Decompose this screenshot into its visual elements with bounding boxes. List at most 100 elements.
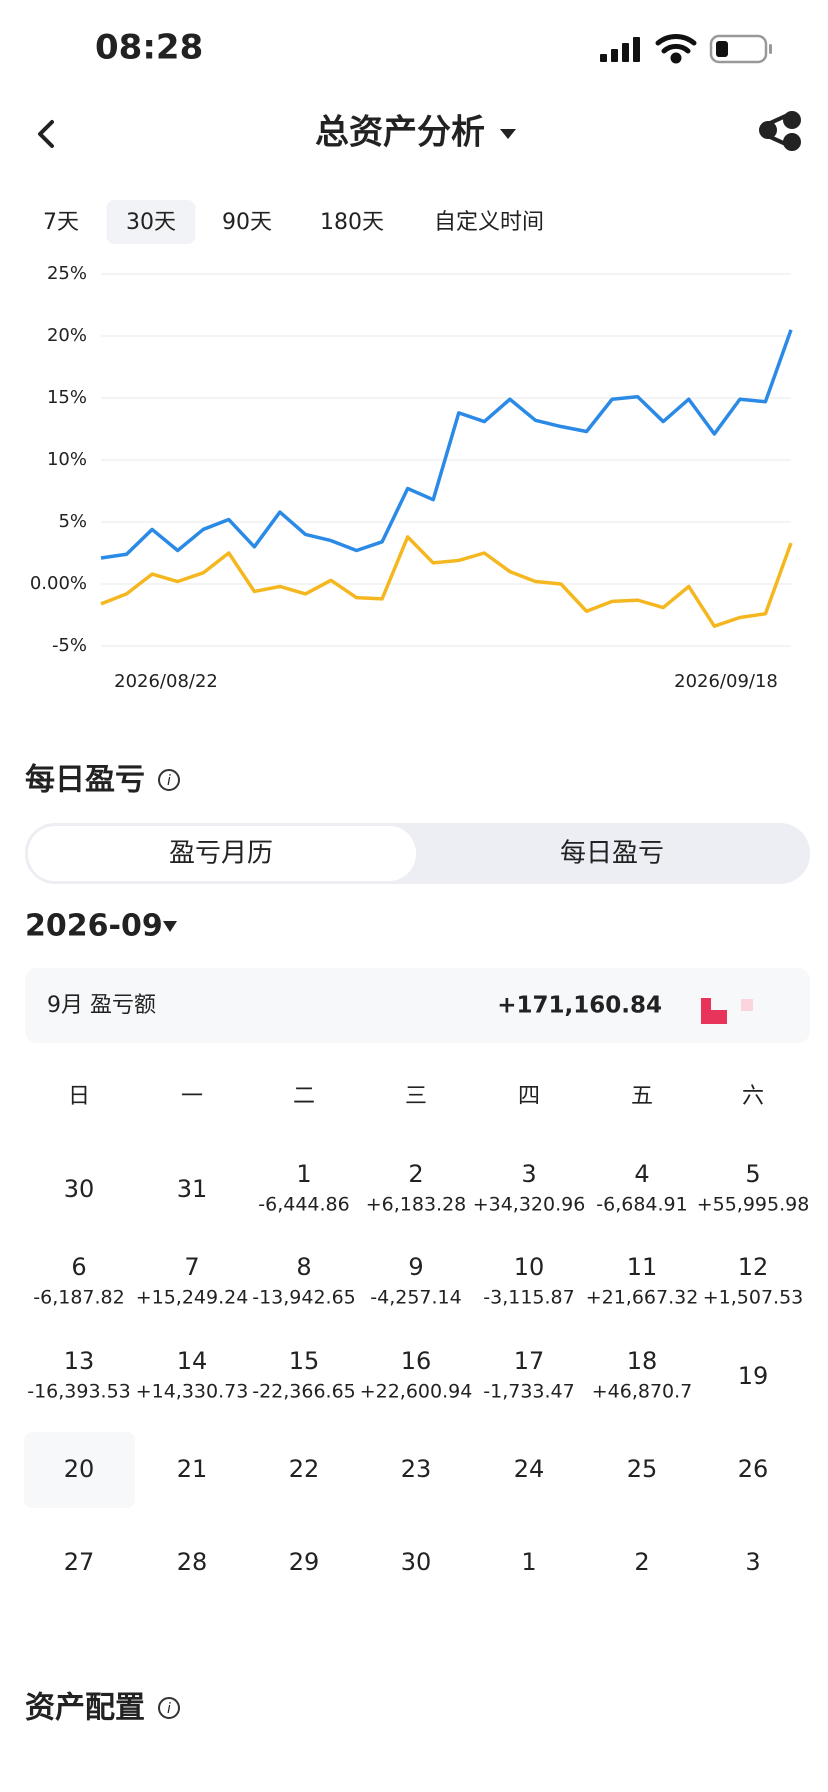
daily-pnl: -4,257.14 [370, 1287, 461, 1309]
segment-active [28, 826, 416, 881]
calendar-day[interactable]: 25 [627, 1455, 658, 1483]
wifi-icon [655, 34, 697, 64]
daily-pnl: -6,444.86 [258, 1194, 349, 1216]
month-selector[interactable]: 2026-09 [25, 909, 163, 944]
daily-pnl: -13,942.65 [252, 1287, 356, 1309]
calendar-day[interactable]: 30 [401, 1548, 432, 1576]
y-tick-label: 5% [58, 511, 87, 532]
calendar-day: 31 [177, 1175, 208, 1203]
calendar-day[interactable]: 9 [408, 1253, 423, 1281]
calendar-day: 3 [745, 1548, 760, 1576]
x-tick-label: 2026/08/22 [114, 671, 218, 692]
range-tab[interactable]: 7天 [43, 210, 79, 235]
daily-pnl: +34,320.96 [473, 1194, 586, 1216]
weekday: 日 [68, 1084, 90, 1109]
calendar-day[interactable]: 21 [177, 1455, 208, 1483]
status-time: 08:28 [95, 28, 203, 68]
daily-pnl: +22,600.94 [360, 1381, 473, 1403]
daily-pnl: -16,393.53 [27, 1381, 131, 1403]
tab-highlight [106, 200, 196, 244]
x-tick-label: 2026/09/18 [674, 671, 778, 692]
calendar-day[interactable]: 15 [289, 1347, 320, 1375]
range-tab[interactable]: 30天 [126, 210, 176, 235]
calendar-day[interactable]: 4 [634, 1160, 649, 1188]
y-tick-label: 0.00% [30, 573, 87, 594]
segment-tab[interactable]: 每日盈亏 [560, 839, 664, 869]
line-series [100, 535, 793, 628]
daily-pnl: +6,183.28 [366, 1194, 467, 1216]
weekday: 五 [631, 1084, 653, 1109]
calendar-day[interactable]: 11 [627, 1253, 658, 1281]
range-tab[interactable]: 自定义时间 [434, 210, 544, 235]
daily-pnl: +55,995.98 [697, 1194, 810, 1216]
calendar-day[interactable]: 5 [745, 1160, 760, 1188]
daily-pnl: +46,870.7 [592, 1381, 693, 1403]
line-series [100, 329, 793, 560]
calendar-day[interactable]: 24 [514, 1455, 545, 1483]
calendar-day[interactable]: 27 [64, 1548, 95, 1576]
mini-chart-icon [701, 998, 753, 1024]
info-icon[interactable]: i [158, 1697, 180, 1719]
y-tick-label: -5% [52, 635, 87, 656]
calendar-day[interactable]: 3 [521, 1160, 536, 1188]
back-button[interactable] [38, 120, 54, 148]
calendar-day[interactable]: 7 [184, 1253, 199, 1281]
calendar-day[interactable]: 10 [514, 1253, 545, 1281]
calendar-day[interactable]: 29 [289, 1548, 320, 1576]
calendar-day[interactable]: 16 [401, 1347, 432, 1375]
y-tick-label: 10% [47, 449, 87, 470]
section-title: 每日盈亏 [25, 763, 145, 798]
weekday: 一 [181, 1084, 203, 1109]
range-tab[interactable]: 90天 [222, 210, 272, 235]
calendar-day: 30 [64, 1175, 95, 1203]
page-title[interactable]: 总资产分析 [315, 113, 485, 153]
y-tick-label: 20% [47, 325, 87, 346]
y-tick-label: 15% [47, 387, 87, 408]
y-tick-label: 25% [47, 263, 87, 284]
calendar-day[interactable]: 26 [738, 1455, 769, 1483]
calendar-day[interactable]: 20 [64, 1455, 95, 1483]
calendar-day: 1 [521, 1548, 536, 1576]
calendar-day[interactable]: 22 [289, 1455, 320, 1483]
weekday: 六 [742, 1084, 764, 1109]
segment-tab[interactable]: 盈亏月历 [169, 839, 273, 869]
calendar-day[interactable]: 2 [408, 1160, 423, 1188]
daily-pnl: -6,187.82 [33, 1287, 124, 1309]
daily-pnl: -22,366.65 [252, 1381, 356, 1403]
calendar-day[interactable]: 18 [627, 1347, 658, 1375]
weekday: 二 [293, 1084, 315, 1109]
weekday: 三 [405, 1084, 427, 1109]
daily-pnl: -3,115.87 [483, 1287, 574, 1309]
calendar-day[interactable]: 19 [738, 1362, 769, 1390]
svg-text:i: i [167, 773, 171, 789]
svg-text:i: i [167, 1701, 171, 1717]
section-title: 资产配置 [25, 1691, 145, 1726]
daily-pnl: +14,330.73 [136, 1381, 249, 1403]
signal-icon [600, 37, 640, 62]
calendar-day[interactable]: 1 [296, 1160, 311, 1188]
month-dropdown[interactable] [163, 921, 177, 932]
calendar-day[interactable]: 12 [738, 1253, 769, 1281]
calendar-day[interactable]: 28 [177, 1548, 208, 1576]
summary-label: 9月 盈亏额 [47, 993, 156, 1018]
calendar-day[interactable]: 17 [514, 1347, 545, 1375]
summary-box [25, 968, 810, 1043]
calendar-day[interactable]: 8 [296, 1253, 311, 1281]
daily-pnl: +21,667.32 [586, 1287, 699, 1309]
share-button[interactable] [759, 111, 801, 151]
weekday: 四 [518, 1084, 540, 1109]
calendar-day[interactable]: 14 [177, 1347, 208, 1375]
calendar-day[interactable]: 23 [401, 1455, 432, 1483]
daily-pnl: -1,733.47 [483, 1381, 574, 1403]
calendar-day[interactable]: 6 [71, 1253, 86, 1281]
title-dropdown[interactable] [500, 129, 516, 139]
info-icon[interactable]: i [158, 769, 180, 791]
daily-pnl: +15,249.24 [136, 1287, 249, 1309]
calendar-day[interactable]: 13 [64, 1347, 95, 1375]
calendar-day: 2 [634, 1548, 649, 1576]
today-highlight [24, 1432, 135, 1508]
range-tab[interactable]: 180天 [320, 210, 384, 235]
daily-pnl: -6,684.91 [596, 1194, 687, 1216]
